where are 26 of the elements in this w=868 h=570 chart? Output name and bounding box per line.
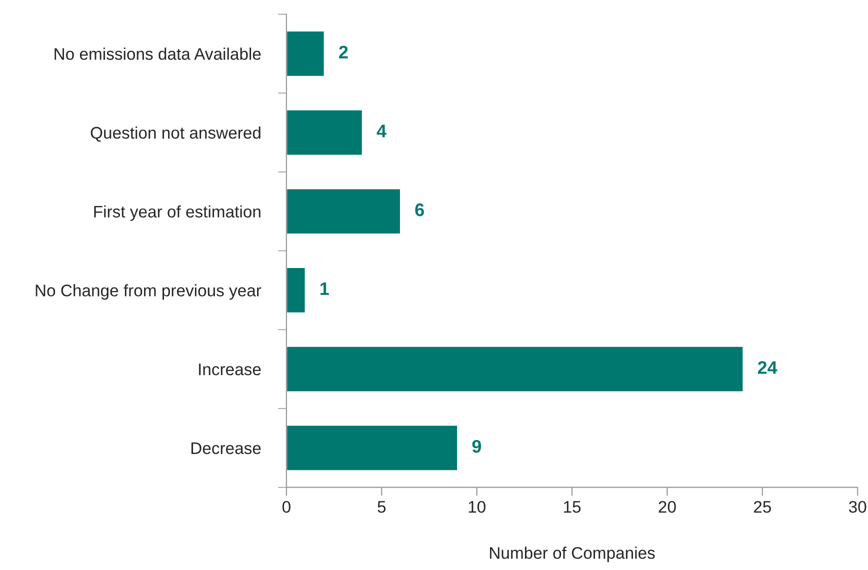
data-label: 9 <box>472 440 482 453</box>
data-label: 6 <box>415 203 424 216</box>
bar <box>286 424 458 472</box>
x-tick-label: 15 <box>564 501 581 513</box>
bar <box>286 188 402 235</box>
x-tick-label: 5 <box>378 501 386 513</box>
x-tick-label: 0 <box>282 500 290 513</box>
bar <box>286 30 326 78</box>
x-tick-label: 25 <box>754 500 771 513</box>
data-label: 24 <box>758 361 778 374</box>
data-label: 4 <box>376 124 386 138</box>
data-label: 1 <box>320 282 329 295</box>
y-tick-label: Decrease <box>191 442 261 454</box>
bar <box>286 108 364 156</box>
x-tick-label: 10 <box>468 500 486 513</box>
bar <box>286 266 306 314</box>
y-tick-label: No emissions data Available <box>54 48 261 60</box>
bar <box>286 346 744 393</box>
data-label: 2 <box>339 46 348 58</box>
y-tick-label: First year of estimation <box>94 205 260 221</box>
y-tick-label: Question not answered <box>90 126 260 142</box>
y-tick-label: Increase <box>199 364 261 376</box>
x-tick-label: 20 <box>658 500 676 513</box>
x-axis-title: Number of Companies <box>490 546 655 562</box>
y-tick-label: No Change from previous year <box>36 284 262 300</box>
x-tick-label: 30 <box>848 500 866 513</box>
